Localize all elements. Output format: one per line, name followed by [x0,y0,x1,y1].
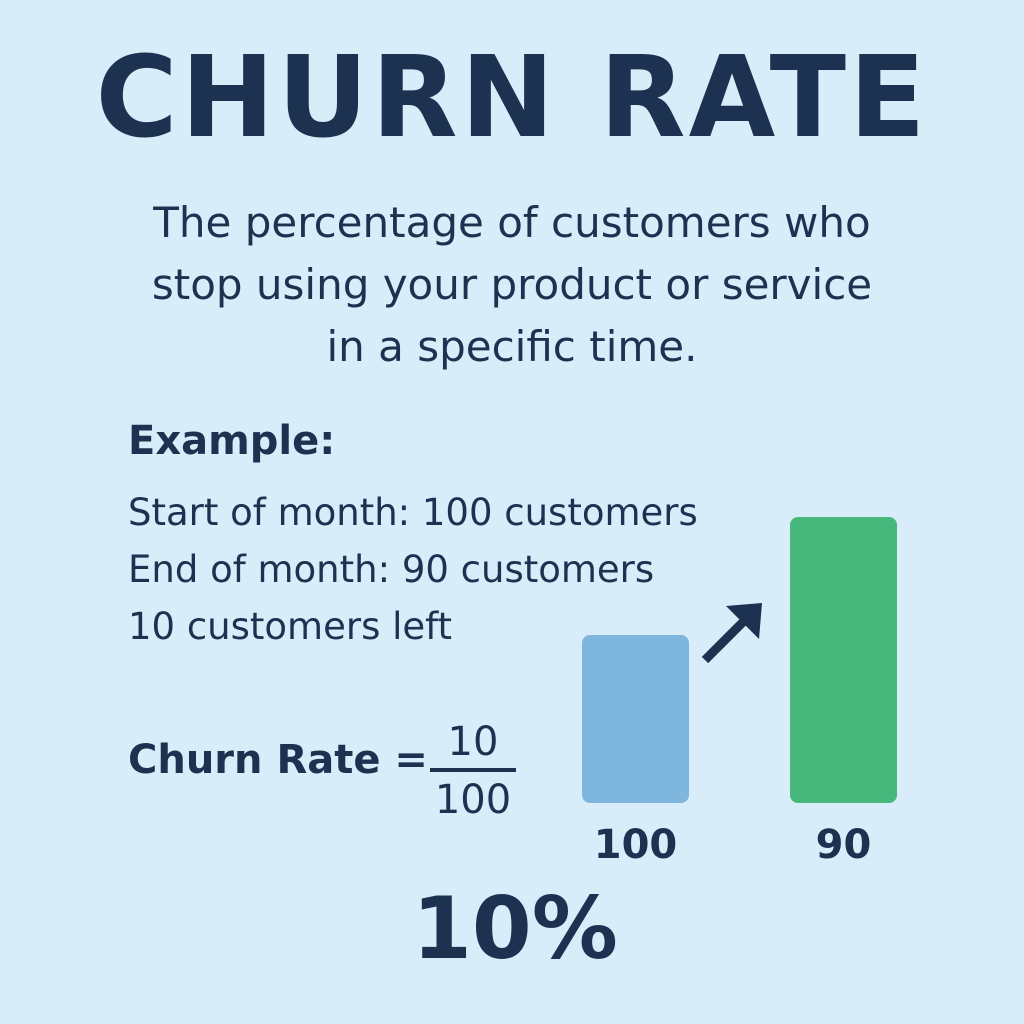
bar-label-end: 90 [816,822,872,868]
definition-line-2: stop using your product or service [151,260,873,309]
formula-label: Churn Rate = [128,737,428,783]
definition-line-1: The percentage of customers who [153,198,871,247]
arrow-up-right-icon [701,603,762,664]
fraction-numerator: 10 [447,719,499,765]
example-heading: Example: [128,418,336,464]
fraction-denominator: 100 [434,777,512,823]
result-percentage: 10% [412,879,618,979]
bar-start-customers [582,635,689,803]
customer-bar-chart: 100 90 [582,517,897,868]
definition-line-3: in a specific time. [326,322,698,371]
page-title: CHURN RATE [95,33,929,163]
fraction-bar [430,768,516,772]
bar-label-start: 100 [594,822,678,868]
example-customers-left: 10 customers left [128,605,453,648]
definition-text: The percentage of customers who stop usi… [60,192,964,378]
example-start-of-month: Start of month: 100 customers [128,491,698,534]
bar-end-customers [790,517,897,803]
formula-fraction: 10 100 [430,718,516,824]
example-end-of-month: End of month: 90 customers [128,548,655,591]
